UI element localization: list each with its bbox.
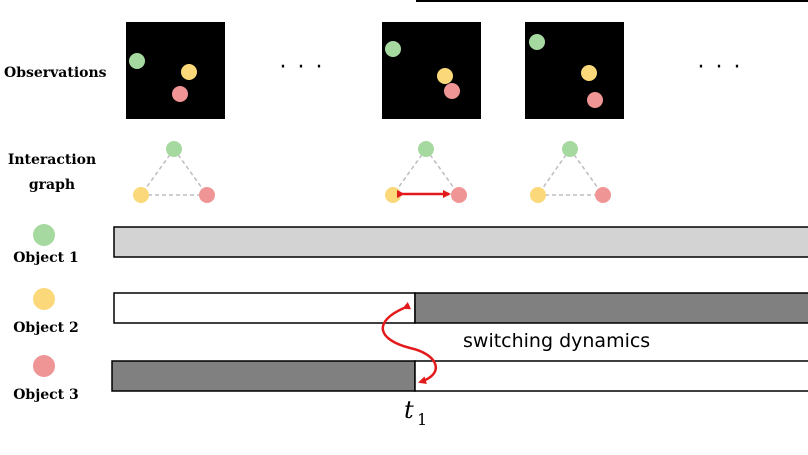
observation-frame-1 bbox=[126, 22, 225, 119]
object1-ball bbox=[385, 41, 401, 57]
graph-node-object3 bbox=[595, 187, 611, 203]
ellipsis-2: · · · bbox=[698, 55, 743, 80]
switching-dynamics-label: switching dynamics bbox=[463, 330, 650, 352]
object3-ball bbox=[587, 92, 603, 108]
observation-frame-2 bbox=[382, 22, 481, 119]
object2-icon bbox=[33, 288, 55, 310]
interaction-graph-1 bbox=[133, 141, 215, 203]
ellipsis-1: · · · bbox=[280, 55, 325, 80]
object2-timeline-after bbox=[414, 292, 808, 324]
interaction-graph-label-line1: Interaction bbox=[8, 152, 96, 168]
object1-icon bbox=[33, 224, 55, 246]
interaction-graph-label-line2: graph bbox=[29, 177, 75, 193]
object2-timeline-before bbox=[113, 292, 416, 324]
time-label: t bbox=[404, 396, 414, 424]
graph-node-object3 bbox=[451, 187, 467, 203]
object3-ball bbox=[444, 83, 460, 99]
switching-arrow bbox=[381, 301, 437, 385]
object1-ball bbox=[129, 53, 145, 69]
object2-ball bbox=[437, 68, 453, 84]
observations-label: Observations bbox=[4, 65, 107, 81]
interaction-graph-3 bbox=[530, 141, 611, 203]
graph-node-object2 bbox=[385, 187, 401, 203]
object3-timeline-before bbox=[111, 360, 416, 392]
graph-node-object3 bbox=[199, 187, 215, 203]
object3-label: Object 3 bbox=[13, 387, 79, 403]
object3-timeline-after bbox=[414, 360, 808, 392]
graph-node-object1 bbox=[166, 141, 182, 157]
object3-ball bbox=[172, 86, 188, 102]
object2-ball bbox=[581, 65, 597, 81]
time-label-subscript: 1 bbox=[417, 410, 427, 429]
observation-frame-3 bbox=[525, 22, 624, 119]
object1-timeline-bar bbox=[113, 226, 808, 258]
graph-node-object2 bbox=[133, 187, 149, 203]
graph-node-object2 bbox=[530, 187, 546, 203]
object1-ball bbox=[529, 34, 545, 50]
object3-icon bbox=[33, 355, 55, 377]
graph-node-object1 bbox=[418, 141, 434, 157]
interaction-graph-2 bbox=[385, 141, 467, 203]
object2-label: Object 2 bbox=[13, 320, 79, 336]
graph-node-object1 bbox=[562, 141, 578, 157]
object1-label: Object 1 bbox=[13, 250, 79, 266]
object2-ball bbox=[181, 64, 197, 80]
